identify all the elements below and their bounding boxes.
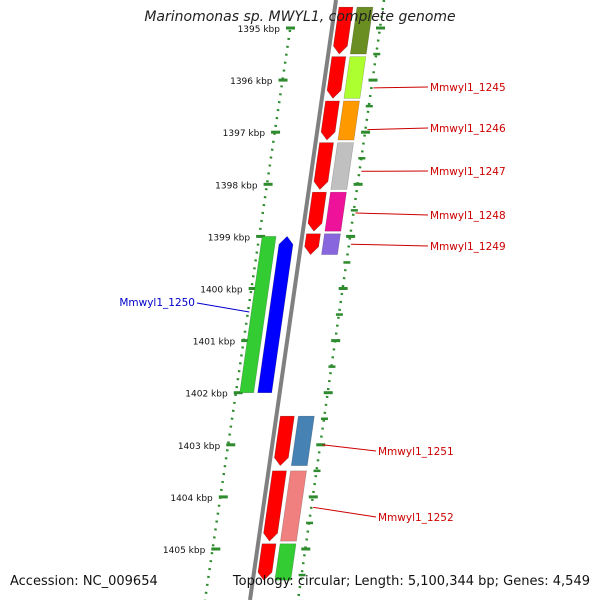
tick-label: 1396 kbp [230, 77, 273, 87]
gene-arrow [313, 142, 334, 190]
genome-backbone [248, 0, 338, 600]
map-title: Marinomonas sp. MWYL1, complete genome [144, 9, 456, 25]
gene-label: Mmwyl1_1248 [430, 210, 506, 222]
gene-arrow [274, 415, 295, 467]
gene-arrow [263, 470, 287, 542]
cog-category-block [343, 56, 367, 99]
tick-label: 1399 kbp [208, 233, 251, 243]
label-leader-line [373, 86, 429, 89]
gene-group [239, 6, 374, 581]
tick-label: 1405 kbp [163, 546, 206, 556]
gene-label: Mmwyl1_1249 [430, 241, 506, 253]
gene-label: Mmwyl1_1250 [119, 297, 195, 309]
tick-label: 1401 kbp [193, 338, 236, 348]
inner-ring-right [296, 0, 386, 600]
gene-arrow [320, 100, 340, 141]
cog-category-block [321, 233, 341, 255]
gene-label: Mmwyl1_1252 [378, 512, 454, 524]
tick-label: 1398 kbp [215, 181, 258, 191]
gene-arrow [257, 543, 277, 581]
gene-arrow [257, 235, 294, 394]
tick-label: 1403 kbp [178, 442, 221, 452]
inner-ring-left [203, 29, 292, 600]
gene-arrow [333, 6, 354, 55]
cog-category-block [349, 6, 374, 55]
cog-category-block [280, 470, 307, 542]
cog-category-block [337, 100, 360, 141]
cog-category-block [330, 142, 354, 190]
tick-label: 1402 kbp [185, 390, 228, 400]
gene-label: Mmwyl1_1245 [430, 82, 506, 94]
tick-label: 1395 kbp [238, 25, 281, 35]
tick-label: 1400 kbp [200, 286, 243, 296]
gene-arrow [307, 191, 327, 232]
tick-label: 1397 kbp [223, 129, 266, 139]
label-leader-line [355, 212, 429, 216]
label-group: Mmwyl1_1245 Mmwyl1_1246 Mmwyl1_1247 Mmwyl1_… [119, 82, 506, 524]
tick-label: 1404 kbp [170, 494, 213, 504]
label-leader-line [367, 127, 429, 131]
cog-category-block [324, 191, 347, 232]
gene-label: Mmwyl1_1247 [430, 166, 506, 178]
gene-label: Mmwyl1_1251 [378, 446, 454, 458]
label-leader-line [322, 444, 377, 452]
cog-category-block [290, 415, 315, 466]
tick-group: 1395 kbp 1396 kbp 1397 kbp 1398 kbp 1399 kbp… [163, 25, 385, 577]
gene-label: Mmwyl1_1246 [430, 123, 506, 135]
cog-category-block [239, 236, 277, 394]
gene-arrow [304, 233, 321, 256]
label-leader-line [313, 506, 377, 518]
cog-category-block [274, 543, 297, 581]
gene-arrow [326, 56, 347, 99]
label-leader-line [196, 302, 250, 313]
label-leader-line [350, 243, 429, 247]
genome-info-text: Topology: circular; Length: 5,100,344 bp… [232, 574, 590, 589]
accession-text: Accession: NC_009654 [10, 574, 158, 589]
